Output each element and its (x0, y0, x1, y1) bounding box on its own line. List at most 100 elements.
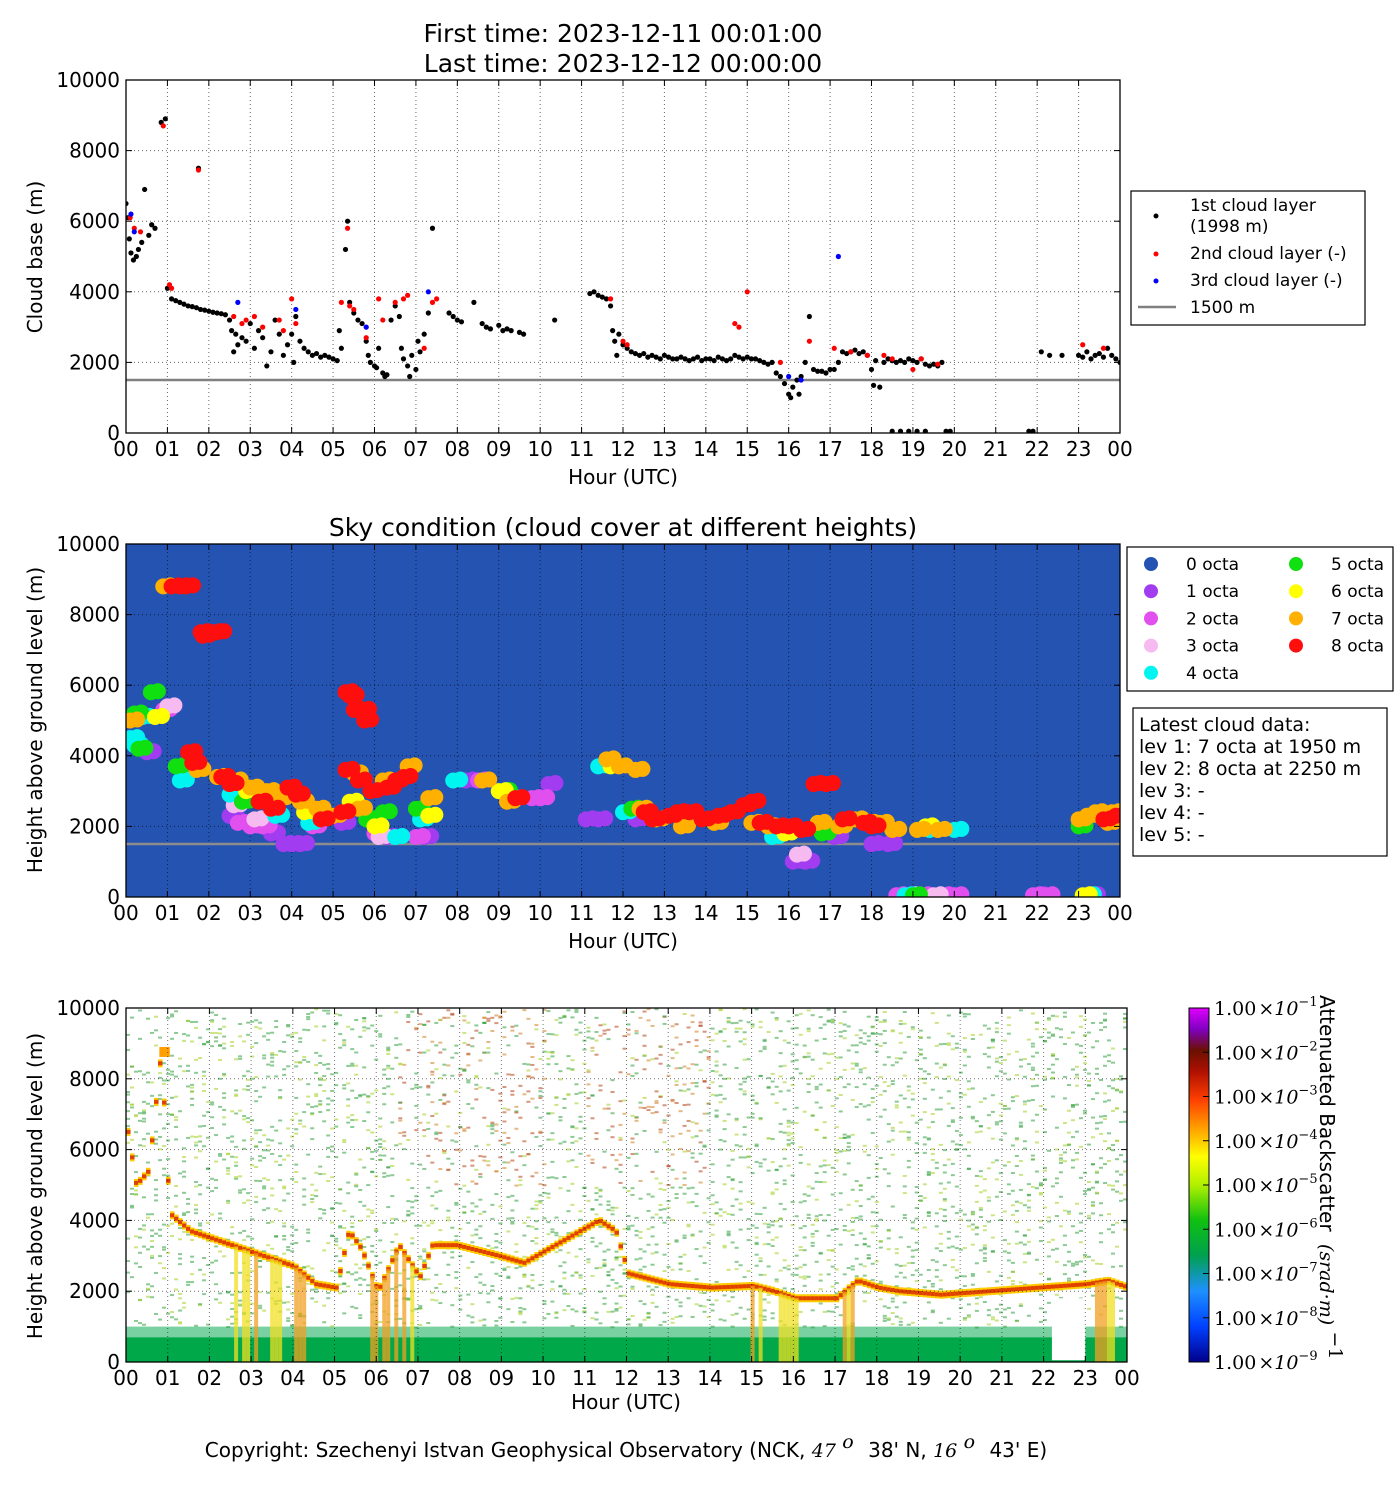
backscatter-speckle (510, 1151, 515, 1154)
backscatter-speckle (806, 1078, 811, 1081)
backscatter-speckle (414, 1129, 419, 1132)
backscatter-speckle (1054, 1126, 1059, 1129)
backscatter-speckle (426, 1322, 431, 1325)
backscatter-speckle (242, 1201, 247, 1204)
x-tick-label: 11 (569, 437, 594, 461)
backscatter-speckle (426, 1093, 431, 1096)
layer1-point (243, 338, 249, 344)
backscatter-speckle (618, 1071, 623, 1074)
backscatter-speckle (126, 1049, 131, 1052)
backscatter-speckle (862, 1291, 867, 1294)
backscatter-speckle (502, 1161, 507, 1164)
layer1-point (1096, 350, 1102, 357)
backscatter-speckle (982, 1260, 987, 1263)
backscatter-speckle (962, 1037, 967, 1040)
backscatter-speckle (498, 1305, 503, 1308)
backscatter-speckle (358, 1035, 363, 1038)
backscatter-speckle (326, 1146, 331, 1149)
backscatter-speckle (826, 1019, 831, 1022)
backscatter-speckle (746, 1239, 751, 1242)
backscatter-speckle (718, 1085, 723, 1088)
backscatter-speckle (1066, 1250, 1071, 1253)
backscatter-speckle (770, 1220, 775, 1223)
backscatter-speckle (686, 1150, 691, 1153)
layer2-point (239, 320, 245, 327)
backscatter-speckle (234, 1094, 239, 1097)
backscatter-speckle (754, 1226, 759, 1229)
backscatter-speckle (682, 1253, 687, 1256)
backscatter-speckle (266, 1291, 271, 1294)
backscatter-speckle (182, 1191, 187, 1194)
layer1-point (1100, 354, 1107, 360)
backscatter-speckle (522, 1221, 527, 1224)
backscatter-speckle (510, 1320, 515, 1323)
backscatter-speckle (866, 1118, 871, 1121)
backscatter-speckle (686, 1026, 691, 1029)
backscatter-speckle (946, 1032, 951, 1035)
octa-legend-label: 2 octa (1186, 609, 1239, 629)
backscatter-speckle (454, 1148, 459, 1151)
backscatter-speckle (570, 1125, 575, 1128)
backscatter-speckle (442, 1048, 447, 1051)
backscatter-speckle (374, 1149, 379, 1152)
backscatter-speckle (166, 1224, 171, 1227)
backscatter-speckle (262, 1156, 267, 1159)
backscatter-speckle (914, 1151, 919, 1154)
backscatter-speckle (434, 1112, 439, 1115)
backscatter-speckle (666, 1216, 671, 1219)
backscatter-speckle (1038, 1320, 1043, 1323)
backscatter-speckle (1078, 1015, 1083, 1018)
backscatter-speckle (510, 1194, 515, 1197)
precipitation-streak (750, 1285, 755, 1362)
backscatter-speckle (974, 1309, 979, 1312)
backscatter-speckle (318, 1110, 323, 1113)
backscatter-speckle (394, 1011, 399, 1014)
backscatter-speckle (754, 1212, 759, 1215)
backscatter-speckle (814, 1172, 819, 1175)
backscatter-speckle (638, 1268, 643, 1271)
backscatter-speckle (790, 1137, 795, 1140)
backscatter-speckle (746, 1200, 751, 1203)
backscatter-speckle (974, 1302, 979, 1305)
backscatter-speckle (1046, 1017, 1051, 1020)
backscatter-speckle (922, 1082, 927, 1085)
backscatter-speckle (810, 1223, 815, 1226)
octa-point-8 (824, 775, 841, 792)
backscatter-speckle (650, 1293, 655, 1296)
cloud-layer-core (214, 1237, 219, 1242)
backscatter-speckle (142, 1228, 147, 1231)
backscatter-speckle (246, 1078, 251, 1081)
backscatter-speckle (666, 1064, 671, 1067)
backscatter-speckle (506, 1108, 511, 1111)
backscatter-speckle (142, 1138, 147, 1141)
backscatter-speckle (782, 1081, 787, 1084)
layer1-point (802, 359, 808, 365)
backscatter-speckle (374, 1058, 379, 1061)
backscatter-speckle (1118, 1309, 1123, 1312)
backscatter-speckle (350, 1243, 355, 1246)
backscatter-speckle (750, 1099, 755, 1102)
backscatter-speckle (1082, 1270, 1087, 1273)
backscatter-speckle (418, 1086, 423, 1089)
cloud-layer-core (1122, 1284, 1127, 1289)
backscatter-speckle (838, 1030, 843, 1033)
x-tick-label: 09 (486, 901, 511, 925)
backscatter-speckle (566, 1094, 571, 1097)
backscatter-speckle (1018, 1125, 1023, 1128)
backscatter-speckle (790, 1077, 795, 1080)
cloud-layer-core (314, 1282, 319, 1287)
backscatter-speckle (926, 1171, 931, 1174)
layer1-point (355, 317, 361, 323)
backscatter-speckle (822, 1023, 827, 1026)
backscatter-speckle (622, 1268, 627, 1271)
backscatter-speckle (786, 1144, 791, 1147)
backscatter-speckle (154, 1188, 159, 1191)
backscatter-speckle (758, 1260, 763, 1263)
layer1-point (645, 354, 651, 360)
backscatter-speckle (418, 1163, 423, 1166)
backscatter-speckle (890, 1129, 895, 1132)
backscatter-speckle (706, 1129, 711, 1132)
backscatter-speckle (266, 1221, 271, 1224)
backscatter-speckle (686, 1201, 691, 1204)
layer1-point (748, 356, 754, 362)
